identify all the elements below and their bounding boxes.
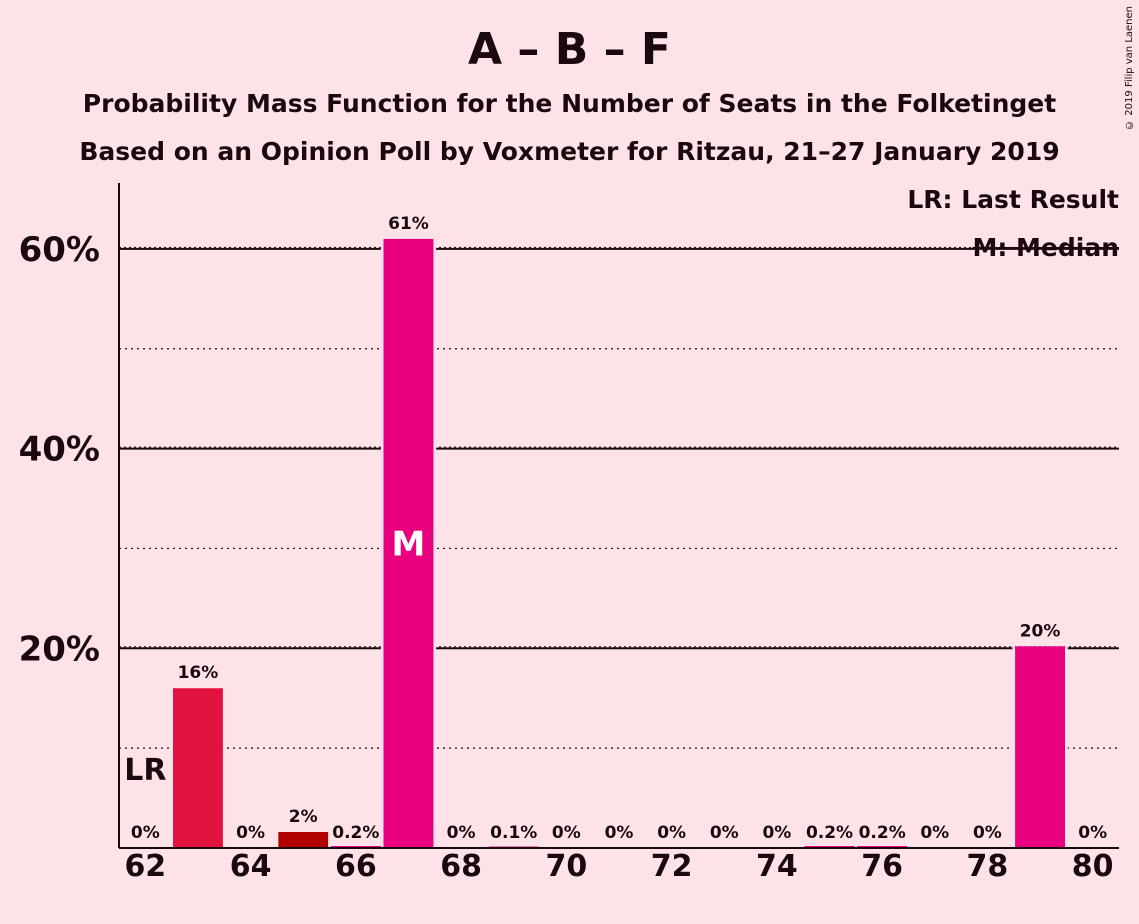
data-label-78: 0%	[973, 823, 1002, 843]
x-tick-label: 76	[861, 849, 903, 884]
data-label-64: 0%	[236, 823, 265, 843]
data-label-73: 0%	[710, 823, 739, 843]
data-label-80: 0%	[1078, 823, 1107, 843]
data-label-79: 20%	[1020, 621, 1061, 641]
legend-last-result: LR: Last Result	[907, 185, 1119, 214]
chart-title: A – B – F	[468, 24, 671, 75]
x-tick-label: 72	[651, 849, 693, 884]
data-label-72: 0%	[657, 823, 686, 843]
data-label-70: 0%	[552, 823, 581, 843]
last-result-label: LR	[124, 753, 166, 788]
bar-79	[1015, 646, 1066, 848]
chart-subtitle-source: Based on an Opinion Poll by Voxmeter for…	[79, 137, 1060, 166]
x-tick-label: 66	[335, 849, 377, 884]
bar-63	[172, 688, 223, 848]
data-label-77: 0%	[920, 823, 949, 843]
x-tick-label: 70	[545, 849, 587, 884]
data-label-75: 0.2%	[806, 823, 853, 843]
data-label-74: 0%	[762, 823, 791, 843]
data-label-63: 16%	[178, 663, 219, 683]
x-tick-label: 62	[124, 849, 166, 884]
data-label-69: 0.1%	[490, 823, 537, 843]
chart-subtitle: Probability Mass Function for the Number…	[82, 89, 1057, 118]
data-label-67: 61%	[388, 214, 429, 234]
data-label-65: 2%	[289, 807, 318, 827]
x-tick-label: 64	[230, 849, 272, 884]
data-label-62: 0%	[131, 823, 160, 843]
data-label-68: 0%	[447, 823, 476, 843]
y-tick-label: 40%	[19, 430, 100, 470]
y-tick-label: 60%	[19, 230, 100, 270]
x-tick-label: 74	[756, 849, 798, 884]
x-tick-label: 80	[1072, 849, 1114, 884]
x-tick-label: 78	[967, 849, 1009, 884]
y-tick-label: 20%	[19, 629, 100, 669]
data-label-76: 0.2%	[859, 823, 906, 843]
data-label-66: 0.2%	[332, 823, 379, 843]
bar-65	[278, 832, 329, 848]
x-tick-label: 68	[440, 849, 482, 884]
bar-67	[383, 238, 434, 849]
data-label-71: 0%	[605, 823, 634, 843]
median-label: M	[392, 524, 426, 564]
